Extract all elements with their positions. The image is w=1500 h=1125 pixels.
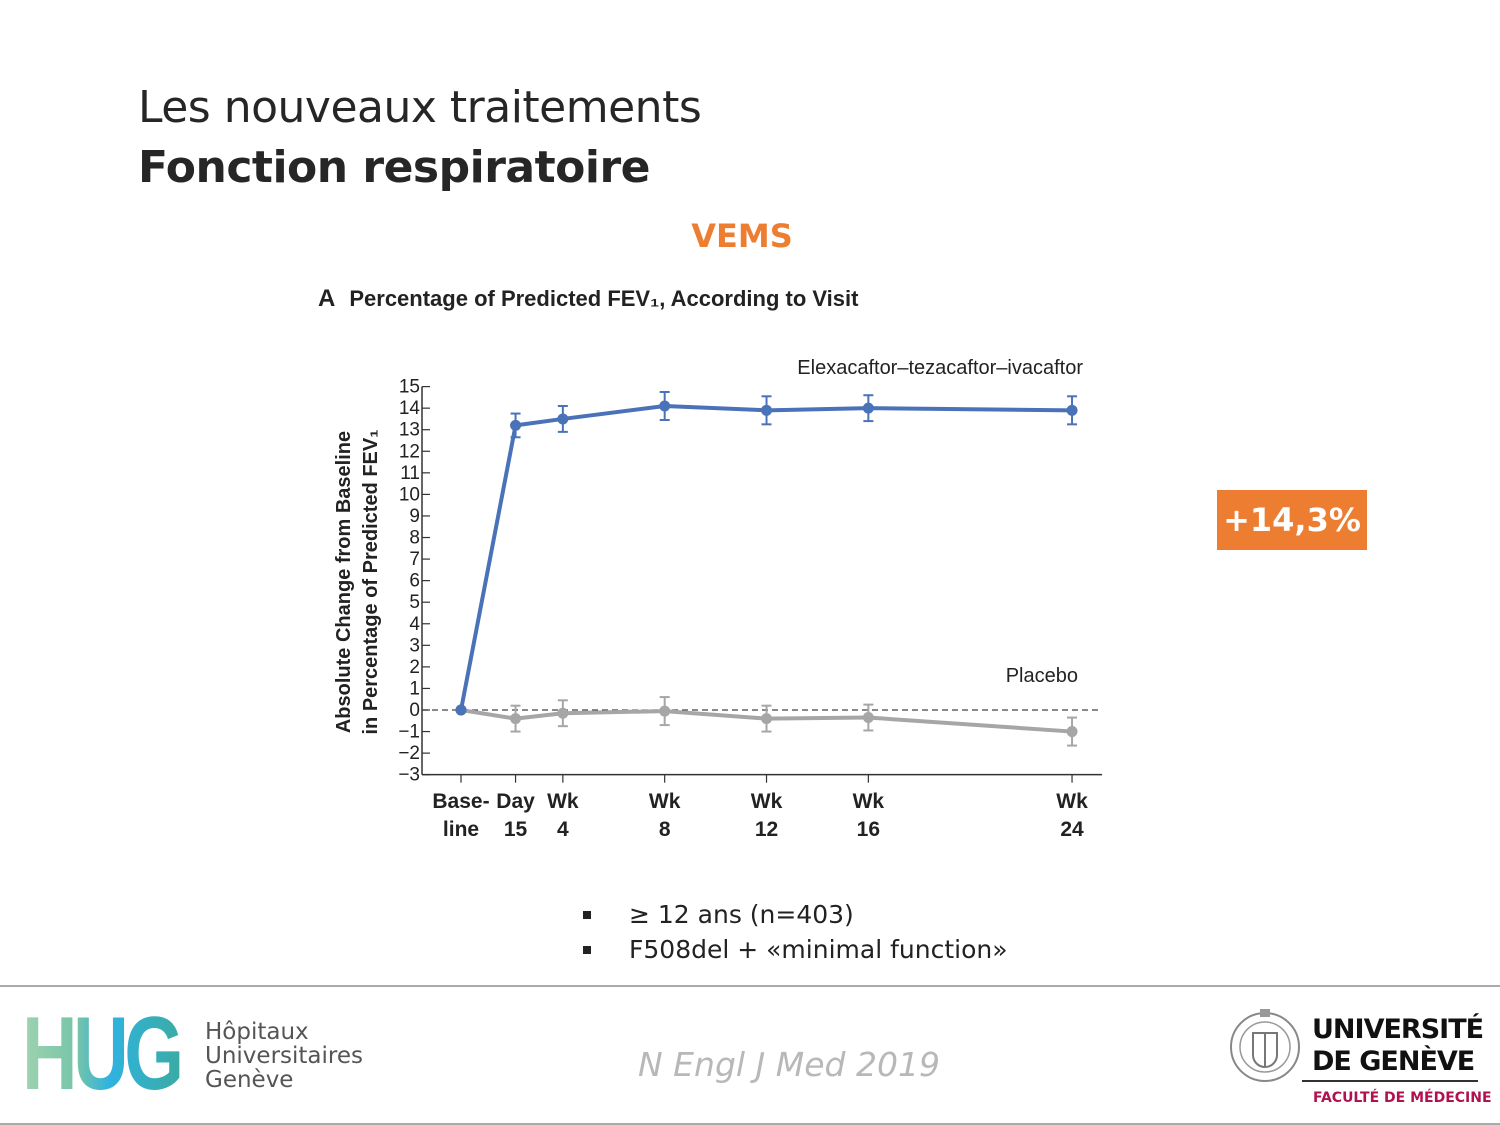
x-tick-label: 8 bbox=[659, 818, 671, 841]
data-point bbox=[761, 713, 773, 725]
bullet-text: ≥ 12 ans (n=403) bbox=[629, 900, 854, 929]
unige-seal-icon bbox=[1230, 1009, 1300, 1082]
bullet-text: F508del + «minimal function» bbox=[629, 935, 1008, 964]
x-tick-label: 24 bbox=[1060, 818, 1084, 841]
panel-letter: A bbox=[318, 285, 336, 312]
y-tick-label: 15 bbox=[399, 377, 420, 398]
y-tick-label: −1 bbox=[398, 722, 420, 743]
hug-logo: HUG bbox=[22, 996, 184, 1112]
bullet-item: ≥ 12 ans (n=403) bbox=[583, 897, 1008, 932]
x-tick-label: 16 bbox=[857, 818, 880, 841]
series-line-treatment bbox=[459, 404, 1073, 711]
y-tick-label: 8 bbox=[409, 528, 420, 549]
y-axis-label-line1: Absolute Change from Baseline bbox=[333, 431, 355, 733]
data-point bbox=[455, 704, 467, 716]
y-tick-label: 3 bbox=[409, 635, 420, 656]
x-tick-label: Wk bbox=[853, 790, 885, 813]
y-axis-label-line2: in Percentage of Predicted FEV₁ bbox=[360, 429, 382, 734]
x-tick-label: Day bbox=[496, 790, 535, 813]
legend-label-placebo: Placebo bbox=[1006, 665, 1078, 687]
x-tick-label: 12 bbox=[755, 818, 778, 841]
unige-line: UNIVERSITÉ bbox=[1312, 1014, 1484, 1045]
hug-line: Universitaires bbox=[205, 1043, 363, 1069]
chart-title-text: Percentage of Predicted FEV₁, According … bbox=[349, 286, 859, 311]
y-tick-label: −3 bbox=[398, 765, 420, 786]
y-tick-label: 14 bbox=[399, 398, 421, 419]
highlight-badge: +14,3% bbox=[1217, 490, 1367, 550]
x-tick-label: 15 bbox=[504, 818, 528, 841]
data-point bbox=[659, 400, 671, 412]
y-axis-label: Absolute Change from Baseline in Percenta… bbox=[333, 429, 382, 734]
section-label: VEMS bbox=[691, 217, 793, 255]
y-tick-label: 6 bbox=[409, 571, 420, 592]
divider bbox=[1302, 1080, 1478, 1082]
data-point bbox=[557, 413, 569, 425]
data-point bbox=[1066, 404, 1078, 416]
y-tick-label: 12 bbox=[399, 441, 420, 462]
y-tick-label: 7 bbox=[409, 549, 420, 570]
data-point bbox=[862, 712, 874, 724]
data-point bbox=[510, 419, 522, 431]
data-point bbox=[659, 705, 671, 717]
bullet-list: ≥ 12 ans (n=403) F508del + «minimal func… bbox=[583, 897, 1008, 967]
data-point bbox=[862, 402, 874, 414]
y-tick-label: 4 bbox=[409, 614, 420, 635]
chart-title: A Percentage of Predicted FEV₁, According… bbox=[318, 285, 858, 313]
bullet-item: F508del + «minimal function» bbox=[583, 932, 1008, 967]
y-tick-label: 5 bbox=[409, 592, 420, 613]
y-tick-label: 11 bbox=[400, 463, 420, 484]
y-tick-label: 9 bbox=[409, 506, 420, 527]
x-tick-label: Wk bbox=[649, 790, 681, 813]
legend-label-treatment: Elexacaftor–tezacaftor–ivacaftor bbox=[797, 357, 1083, 379]
hug-line: Hôpitaux bbox=[205, 1019, 309, 1045]
bullet-marker bbox=[583, 910, 591, 919]
slide-title: Les nouveaux traitements bbox=[138, 82, 702, 133]
slide-subtitle: Fonction respiratoire bbox=[138, 142, 650, 193]
x-tick-label: line bbox=[443, 818, 479, 841]
y-tick-label: 10 bbox=[399, 484, 420, 505]
y-tick-label: 13 bbox=[399, 420, 420, 441]
fev1-chart: 1514131211109876543210−1−2−3Base-lineDay… bbox=[333, 357, 1102, 841]
data-point bbox=[1066, 726, 1078, 738]
citation: N Engl J Med 2019 bbox=[638, 1045, 940, 1084]
data-point bbox=[510, 713, 522, 725]
unige-faculty: FACULTÉ DE MÉDECINE bbox=[1313, 1090, 1492, 1106]
x-tick-label: Wk bbox=[1056, 790, 1088, 813]
hug-name: Hôpitaux Universitaires Genève bbox=[205, 1020, 363, 1092]
unige-line: DE GENÈVE bbox=[1312, 1046, 1475, 1077]
y-tick-label: 1 bbox=[409, 678, 420, 699]
unige-name: UNIVERSITÉ DE GENÈVE bbox=[1312, 1014, 1484, 1078]
y-tick-label: 2 bbox=[409, 657, 420, 678]
x-tick-label: Base- bbox=[432, 790, 489, 813]
x-tick-label: Wk bbox=[547, 790, 579, 813]
bullet-marker bbox=[583, 945, 591, 954]
x-tick-label: 4 bbox=[557, 818, 569, 841]
hug-line: Genève bbox=[205, 1067, 294, 1093]
data-point bbox=[761, 404, 773, 416]
y-tick-label: 0 bbox=[409, 700, 420, 721]
data-point bbox=[557, 707, 569, 719]
footer bbox=[0, 985, 1500, 1125]
y-tick-label: −2 bbox=[398, 743, 420, 764]
x-tick-label: Wk bbox=[751, 790, 783, 813]
